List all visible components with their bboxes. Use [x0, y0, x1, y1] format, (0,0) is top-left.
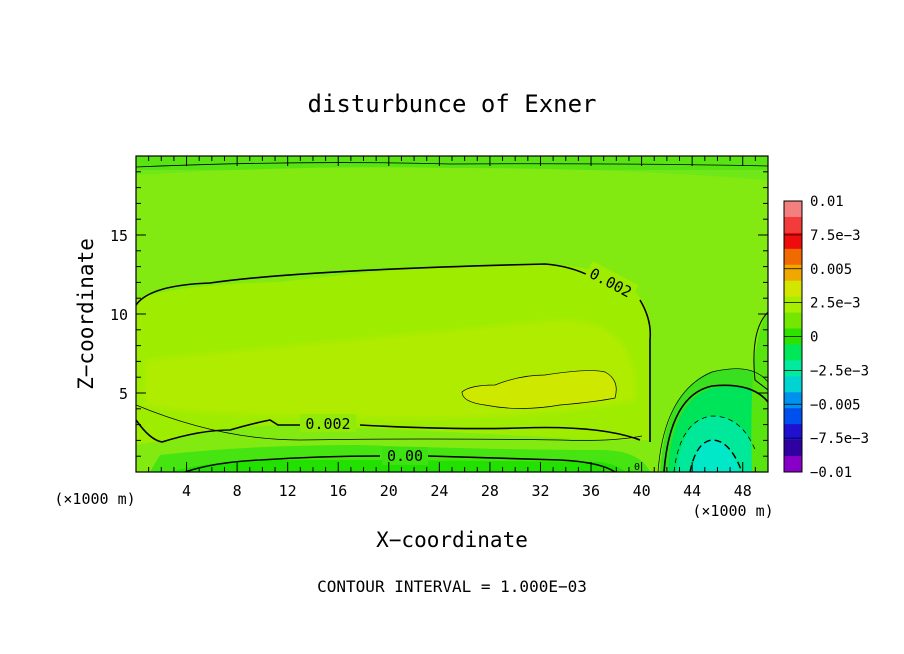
contour-label-lower: 0.002: [305, 415, 350, 433]
colorbar-swatch: [784, 456, 802, 473]
x-tick-label: 28: [481, 482, 499, 500]
colorbar-swatch: [784, 360, 802, 377]
colorbar-label: −2.5e−3: [810, 363, 869, 379]
colorbar-label: 2.5e−3: [810, 296, 861, 312]
colorbar-swatch: [784, 392, 802, 409]
colorbar-swatch: [784, 280, 802, 298]
y-ticks: 5 10 15: [110, 171, 768, 457]
right-edge-positive: [751, 312, 768, 472]
colorbar-label: −7.5e−3: [810, 431, 869, 447]
contour-max-thin: [461, 370, 617, 409]
x-tick-label: 48: [734, 482, 752, 500]
colorbar-swatch: [784, 232, 802, 250]
colorbar-swatch: [784, 440, 802, 457]
x-tick-label: 20: [380, 482, 398, 500]
contour-field: [136, 156, 768, 472]
colorbar-swatch: [784, 344, 802, 361]
colorbar-label: −0.01: [810, 465, 852, 481]
colorbar-label: 7.5e−3: [810, 228, 861, 244]
x-tick-label: 36: [582, 482, 600, 500]
y-tick-label: 10: [110, 306, 128, 324]
colorbar-swatch: [784, 408, 802, 425]
y-tick-label: 15: [110, 227, 128, 245]
x-unit-right: (×1000 m): [692, 502, 773, 520]
colorbar-labels: 0.01 7.5e−3 0.005 2.5e−3 0 −2.5e−3 −0.005 −7.5e…: [784, 194, 869, 481]
contour-top-thin: [136, 162, 768, 168]
colorbar-swatch: [784, 312, 802, 330]
max-region: [462, 370, 617, 409]
colorbar-label: 0: [810, 330, 818, 346]
colorbar-label: −0.005: [810, 397, 861, 413]
contour-neg-bold: [663, 384, 768, 472]
colorbar-swatch: [784, 201, 802, 218]
x-tick-label: 4: [182, 482, 191, 500]
colorbar-swatch: [784, 424, 802, 441]
negative-core: [692, 440, 740, 472]
contour-label-zero-small: 0: [634, 462, 640, 473]
x-tick-label: 16: [329, 482, 347, 500]
x-tick-label: 12: [279, 482, 297, 500]
x-unit-left: (×1000 m): [54, 490, 135, 508]
colorbar-swatch: [784, 248, 802, 266]
colorbar-swatch: [784, 216, 802, 234]
top-band: [136, 156, 768, 170]
contour-lines: [136, 162, 768, 472]
chart-title: disturbunce of Exner: [308, 90, 597, 118]
colorbar-swatch: [784, 264, 802, 282]
y-tick-label: 5: [119, 385, 128, 403]
x-tick-label: 44: [683, 482, 701, 500]
x-ticks: 4 8 12 16 20 24 28 32 36 40 44 48: [148, 156, 756, 500]
x-tick-label: 24: [430, 482, 448, 500]
contour-neg-outer-thin: [657, 368, 768, 472]
colorbar-swatch: [784, 376, 802, 393]
x-tick-label: 8: [233, 482, 242, 500]
contour-0.002-lower: [136, 419, 641, 443]
contour-neg-dashed-inner: [689, 439, 743, 472]
contour-0.002-upper: [136, 263, 652, 442]
contour-neg-dashed-outer: [673, 415, 757, 472]
zero-band: [170, 459, 625, 472]
x-tick-label: 40: [633, 482, 651, 500]
x-tick-label: 32: [531, 482, 549, 500]
colorbar-label: 0.005: [810, 262, 852, 278]
contour-right-edge: [753, 311, 768, 391]
colorbar-swatch: [784, 296, 802, 314]
contour-thin-mid: [136, 404, 643, 441]
y-axis-label: Z−coordinate: [74, 238, 98, 390]
contour-0.00: [184, 455, 616, 472]
contour-label-zero: 0.00: [387, 447, 423, 465]
colorbar-label: 0.01: [810, 194, 844, 210]
contour-interval-note: CONTOUR INTERVAL = 1.000E−03: [317, 577, 587, 596]
x-axis-label: X−coordinate: [376, 528, 528, 552]
